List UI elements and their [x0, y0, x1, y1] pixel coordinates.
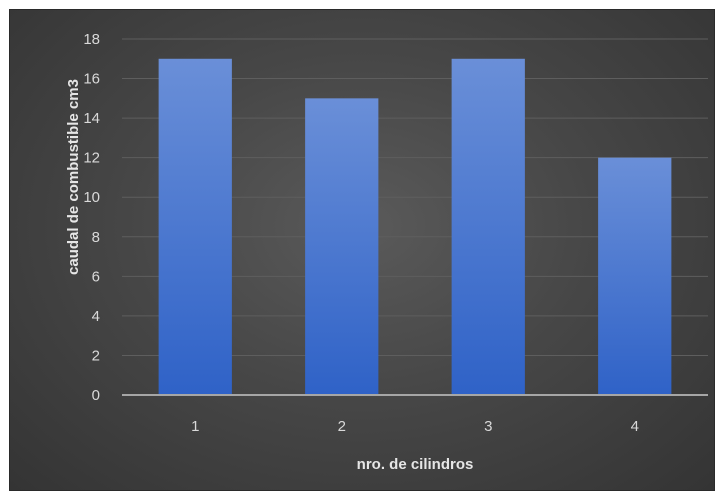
y-tick-label: 18	[83, 31, 100, 48]
x-tick-label: 4	[631, 418, 639, 435]
y-axis-title: caudal de combustible cm3	[65, 79, 82, 275]
y-tick-label: 2	[92, 347, 100, 364]
x-tick-label: 1	[191, 418, 199, 435]
y-tick-label: 10	[83, 189, 100, 206]
y-tick-label: 8	[92, 229, 100, 246]
y-tick-label: 16	[83, 71, 100, 88]
y-tick-label: 6	[92, 268, 100, 285]
y-tick-label: 4	[92, 308, 100, 325]
bar-4	[598, 157, 672, 395]
y-tick-label: 0	[92, 387, 100, 404]
bars	[158, 58, 672, 396]
x-axis-ticks: 1 2 3 4	[191, 418, 639, 435]
y-tick-label: 12	[83, 150, 100, 167]
y-axis-ticks: 0 2 4 6 8 10 12 14 16 18	[83, 31, 100, 404]
bar-2	[305, 98, 379, 395]
bar-3	[451, 58, 525, 396]
x-axis-title: nro. de cilindros	[357, 456, 474, 473]
x-tick-label: 2	[338, 418, 346, 435]
bar-1	[158, 58, 232, 396]
x-tick-label: 3	[484, 418, 492, 435]
y-tick-label: 14	[83, 110, 100, 127]
